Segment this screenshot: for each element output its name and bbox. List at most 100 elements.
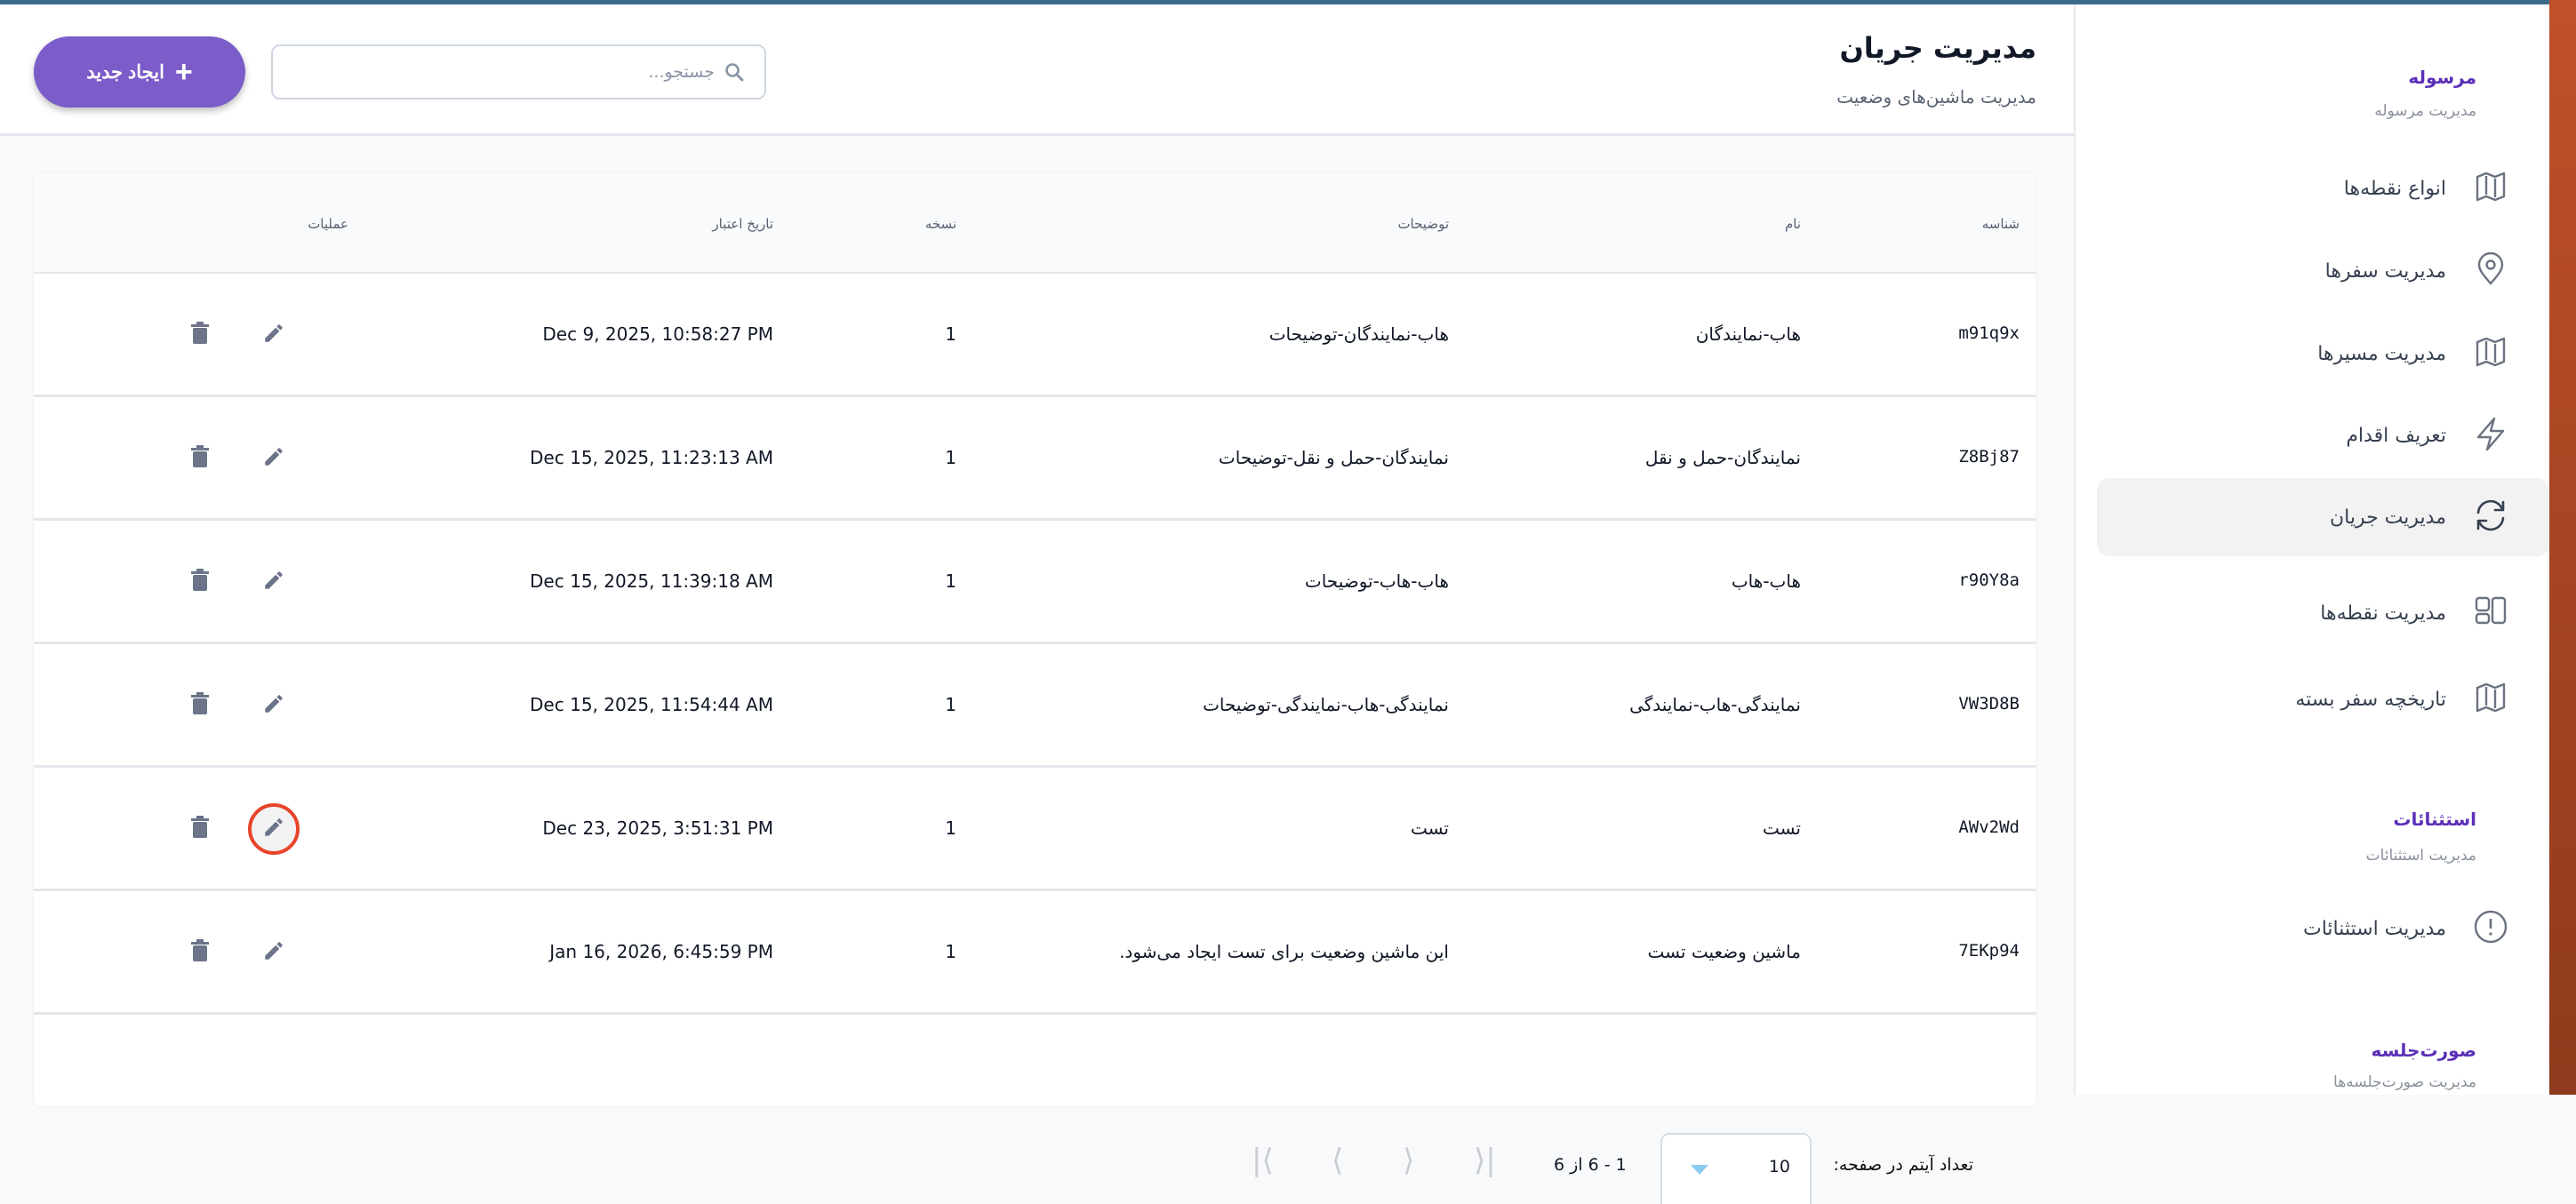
cell-id: 7EKp94: [1958, 941, 2020, 961]
pagination: تعداد آیتم در صفحه: 10 1 - 6 از 6 ⟩| ⟩ ⟨…: [34, 1088, 2036, 1204]
group-subtitle-minutes: مدیریت صورت‌جلسه‌ها: [2333, 1073, 2476, 1091]
cell-valid-date: Dec 15, 2025, 11:39:18 AM: [530, 570, 773, 592]
cell-description: هاب-نمایندگان-توضیحات: [1268, 323, 1449, 345]
table-row: Z8Bj87 نمایندگان-حمل و نقل نمایندگان-حمل…: [34, 397, 2036, 521]
edit-button[interactable]: [252, 560, 296, 604]
table-row: VW3D8B نمایندگی-هاب-نمایندگی نمایندگی-ها…: [34, 644, 2036, 768]
sidebar-item-label: مدیریت سفرها: [2324, 259, 2446, 283]
group-subtitle-shipment: مدیریت مرسوله: [2374, 102, 2476, 120]
search-input[interactable]: [288, 62, 715, 82]
trash-icon: [190, 692, 210, 719]
cell-description: نمایندگان-حمل و نقل-توضیحات: [1218, 447, 1449, 468]
items-per-page-value: 10: [1768, 1157, 1790, 1176]
trash-icon: [190, 322, 210, 348]
edit-button[interactable]: [252, 436, 296, 481]
previous-page-icon[interactable]: ⟩: [1403, 1143, 1415, 1178]
first-page-icon[interactable]: ⟩|: [1474, 1143, 1496, 1178]
sidebar-item[interactable]: مدیریت جریان: [2097, 478, 2549, 556]
trash-icon: [190, 816, 210, 842]
delete-button[interactable]: [178, 436, 222, 481]
map-icon: [2473, 169, 2508, 208]
cell-name: ماشین وضعیت تست: [1647, 941, 1801, 962]
table-row: m91q9x هاب-نمایندگان هاب-نمایندگان-توضیح…: [34, 274, 2036, 397]
cell-version: 1: [945, 570, 956, 592]
column-header-name: نام: [1784, 216, 1801, 232]
cell-version: 1: [945, 694, 956, 715]
cell-name: هاب-نمایندگان: [1695, 323, 1801, 345]
edit-button[interactable]: [252, 313, 296, 357]
items-per-page-label: تعداد آیتم در صفحه:: [1833, 1155, 1973, 1175]
sidebar-item-label: تاریخچه سفر بسته: [2295, 688, 2446, 711]
delete-button[interactable]: [178, 560, 222, 604]
table-row: r90Y8a هاب-هاب هاب-هاب-توضیحات 1 Dec 15,…: [34, 521, 2036, 644]
delete-button[interactable]: [178, 683, 222, 728]
sidebar: مرسوله مدیریت مرسوله استثنائات مدیریت اس…: [2074, 4, 2549, 1095]
cell-id: m91q9x: [1958, 323, 2020, 343]
cell-description: نمایندگی-هاب-نمایندگی-توضیحات: [1203, 694, 1449, 715]
edit-button[interactable]: [252, 930, 296, 975]
cell-valid-date: Dec 23, 2025, 3:51:31 PM: [542, 817, 773, 839]
trash-icon: [190, 445, 210, 472]
sidebar-item-label: انواع نقطه‌ها: [2343, 177, 2446, 200]
items-per-page-select[interactable]: 10: [1660, 1133, 1812, 1204]
cell-description: تست: [1410, 817, 1449, 839]
search-icon: [725, 63, 744, 82]
cell-description: هاب-هاب-توضیحات: [1304, 570, 1449, 592]
page-range: 1 - 6 از 6: [1554, 1155, 1627, 1175]
sidebar-item[interactable]: مدیریت استثنائات: [2097, 889, 2549, 968]
last-page-icon[interactable]: |⟨: [1252, 1143, 1274, 1178]
cell-valid-date: Jan 16, 2026, 6:45:59 PM: [549, 941, 773, 962]
cell-valid-date: Dec 15, 2025, 11:54:44 AM: [530, 694, 773, 715]
cell-name: تست: [1762, 817, 1801, 839]
group-title-shipment: مرسوله: [2408, 67, 2476, 88]
pencil-icon: [262, 816, 285, 842]
cell-version: 1: [945, 447, 956, 468]
cell-version: 1: [945, 817, 956, 839]
lightning-icon: [2473, 416, 2508, 455]
delete-button[interactable]: [178, 313, 222, 357]
pencil-icon: [262, 692, 285, 719]
plus-icon: +: [174, 55, 193, 89]
layout-icon: [2473, 594, 2508, 633]
sidebar-item[interactable]: تاریخچه سفر بسته: [2097, 660, 2549, 738]
table-row: 7EKp94 ماشین وضعیت تست این ماشین وضعیت ب…: [34, 891, 2036, 1015]
cell-name: نمایندگی-هاب-نمایندگی: [1629, 694, 1801, 715]
next-page-icon[interactable]: ⟨: [1332, 1143, 1344, 1178]
sidebar-item[interactable]: تعریف اقدام: [2097, 396, 2549, 474]
edit-button[interactable]: [248, 803, 300, 855]
cell-name: هاب-هاب: [1731, 570, 1801, 592]
create-new-button[interactable]: + ایجاد جدید: [34, 36, 245, 108]
sidebar-item-label: مدیریت استثنائات: [2302, 917, 2446, 940]
desktop-background-strip: [2549, 0, 2576, 1095]
search-field[interactable]: [271, 44, 766, 100]
sidebar-item-label: مدیریت نقطه‌ها: [2320, 602, 2446, 625]
page-title: مدیریت جریان: [1839, 31, 2036, 65]
cell-id: r90Y8a: [1958, 570, 2020, 590]
refresh-icon: [2473, 498, 2508, 537]
dropdown-arrow-icon: [1691, 1165, 1708, 1175]
column-header-id: شناسه: [1981, 216, 2020, 232]
pencil-icon: [262, 939, 285, 966]
cell-id: Z8Bj87: [1958, 447, 2020, 466]
edit-button[interactable]: [252, 683, 296, 728]
pencil-icon: [262, 569, 285, 595]
page-header: مدیریت جریان مدیریت ماشین‌های وضعیت + ای…: [0, 4, 2074, 136]
group-title-minutes: صورت‌جلسه: [2371, 1040, 2476, 1061]
sidebar-item[interactable]: مدیریت مسیرها: [2097, 315, 2549, 393]
alert-circle-icon: [2473, 909, 2508, 948]
sidebar-item[interactable]: انواع نقطه‌ها: [2097, 149, 2549, 227]
sidebar-item[interactable]: مدیریت سفرها: [2097, 232, 2549, 310]
group-subtitle-exceptions: مدیریت استثنائات: [2365, 847, 2476, 865]
map-icon: [2473, 680, 2508, 719]
sidebar-item[interactable]: مدیریت نقطه‌ها: [2097, 574, 2549, 652]
pencil-icon: [262, 322, 285, 348]
main-content: مدیریت جریان مدیریت ماشین‌های وضعیت + ای…: [0, 4, 2074, 1204]
state-machines-table: شناسه نام توضیحات نسخه تاریخ اعتبار عملی…: [34, 173, 2036, 1204]
delete-button[interactable]: [178, 930, 222, 975]
cell-version: 1: [945, 941, 956, 962]
group-title-exceptions: استثنائات: [2393, 809, 2476, 830]
trash-icon: [190, 939, 210, 966]
column-header-actions: عملیات: [308, 216, 348, 232]
cell-id: VW3D8B: [1958, 694, 2020, 714]
delete-button[interactable]: [178, 807, 222, 851]
